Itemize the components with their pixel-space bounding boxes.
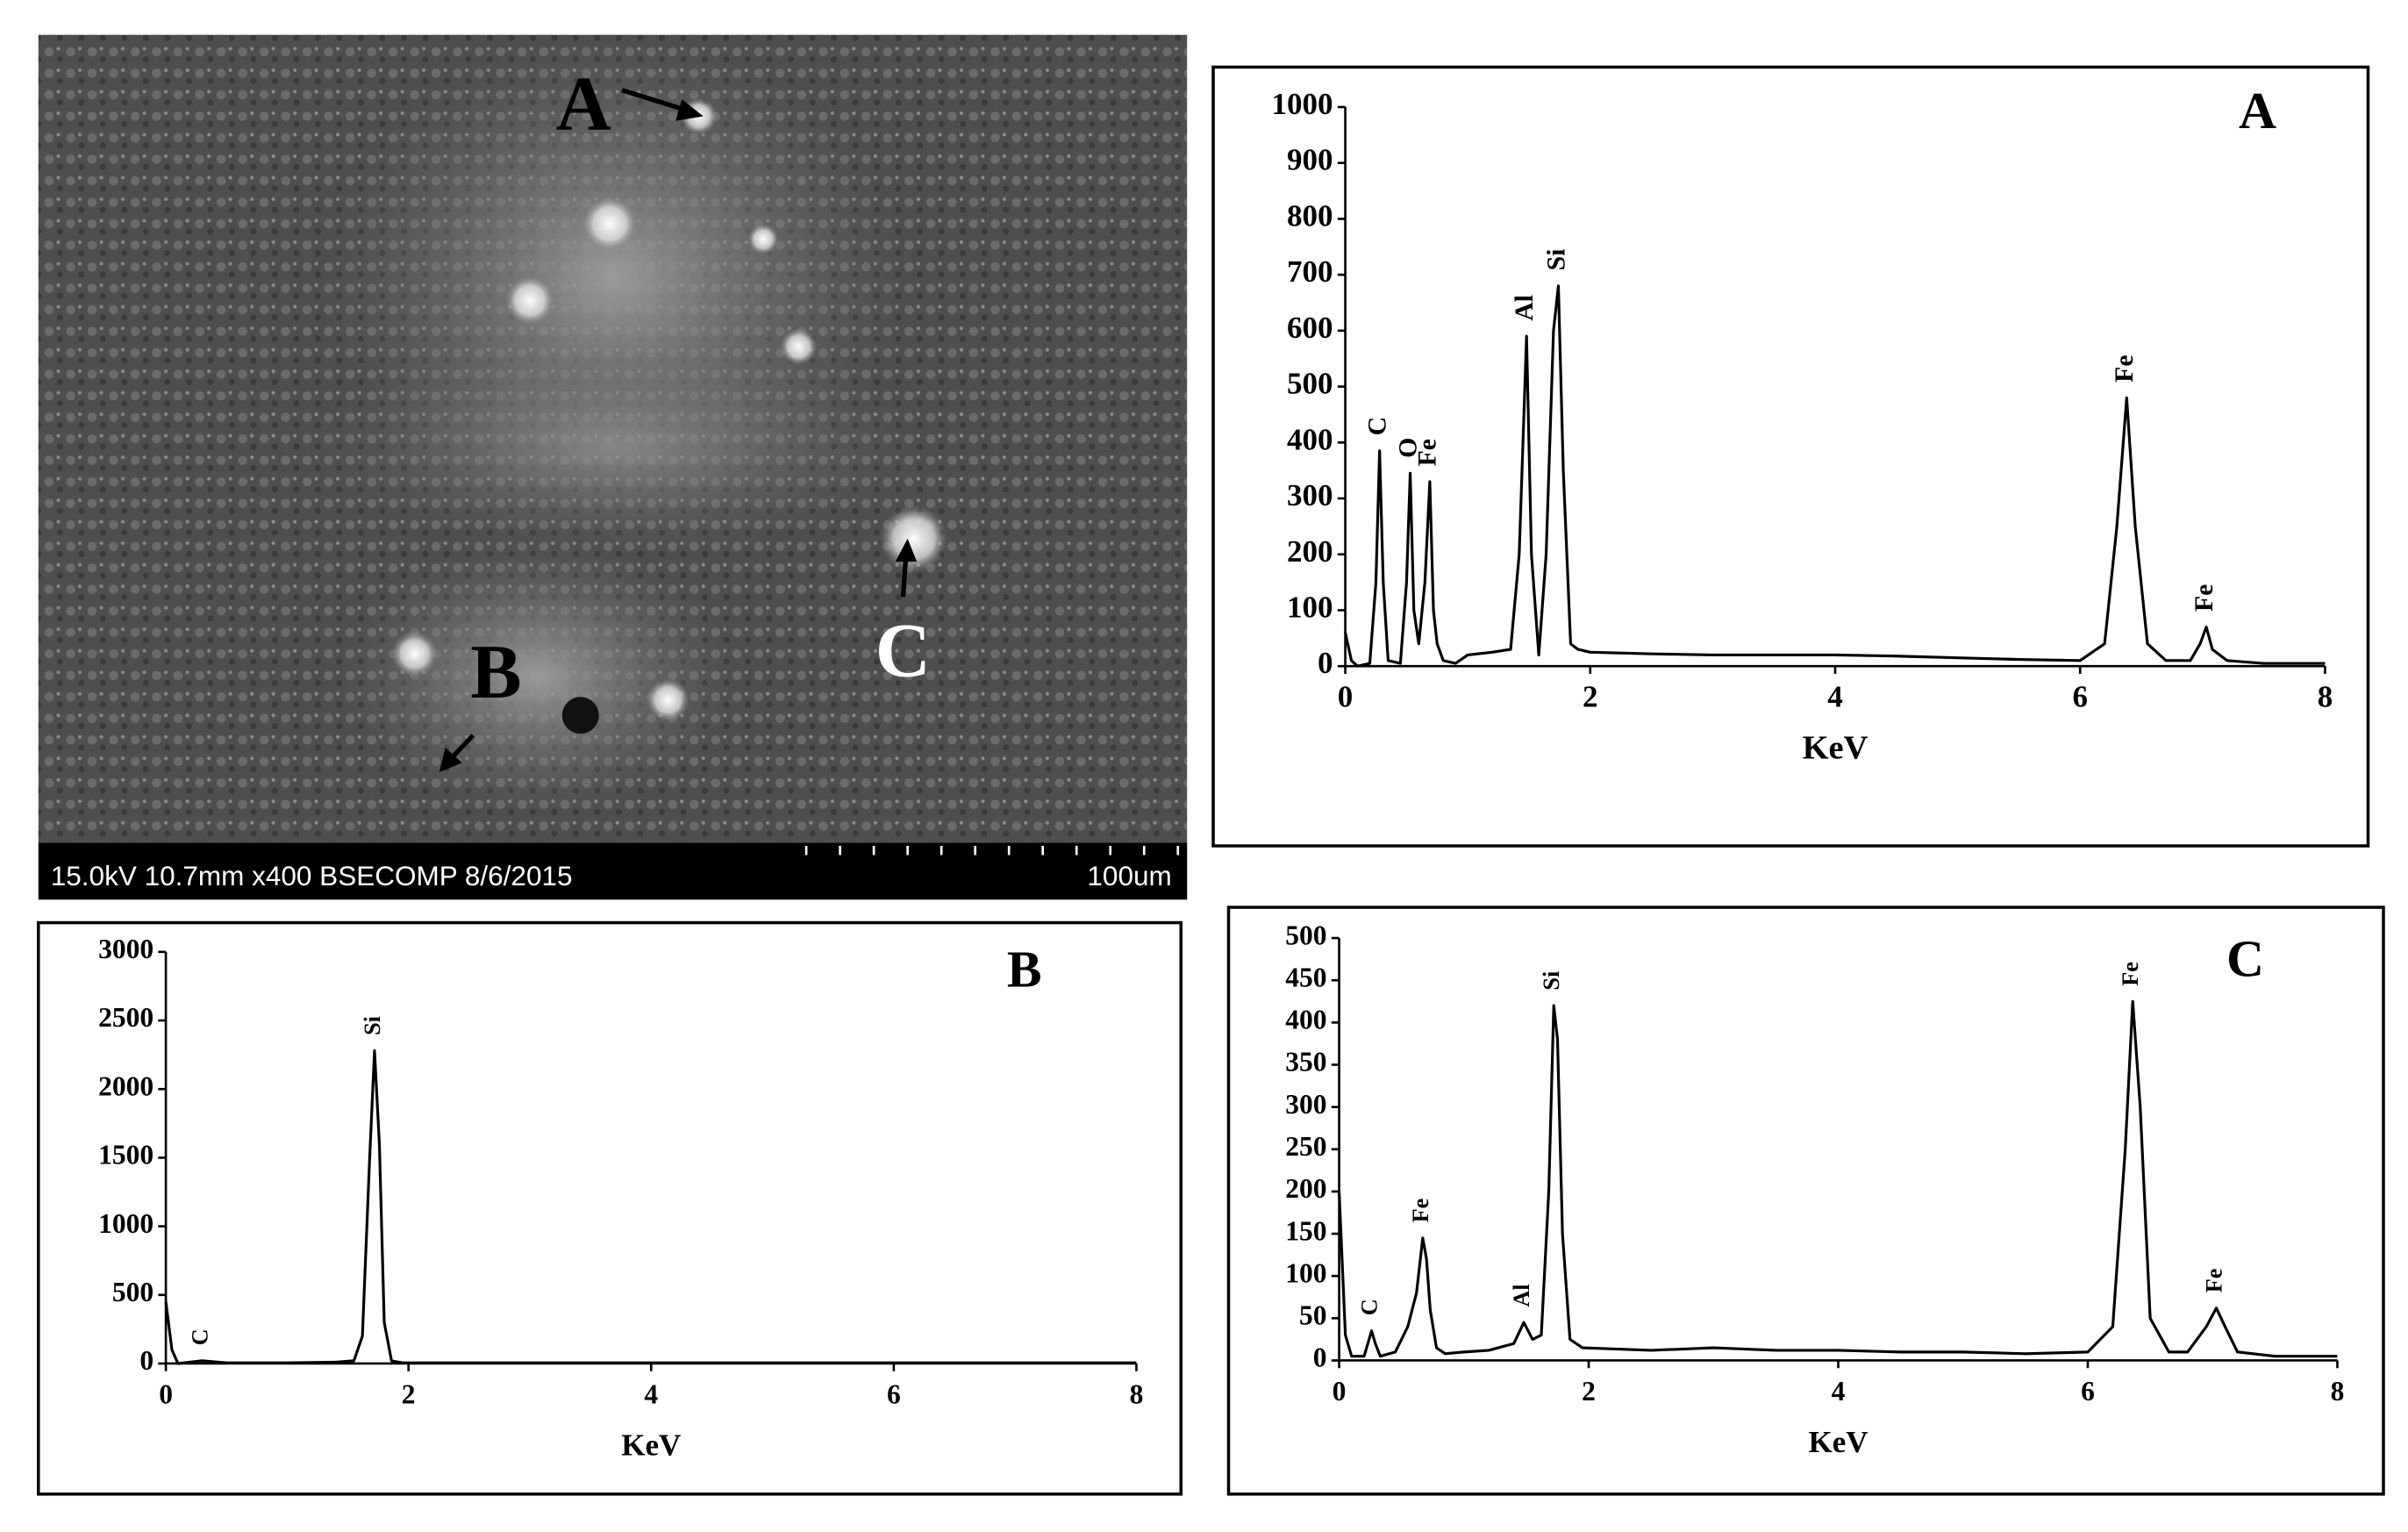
particle <box>307 339 922 555</box>
bright-spot <box>391 630 438 677</box>
x-tick-label: 0 <box>1333 1376 1347 1407</box>
x-tick-label: 4 <box>644 1379 658 1410</box>
x-tick-label: 4 <box>1832 1376 1846 1407</box>
peak-label: Al <box>1510 295 1539 321</box>
y-tick-label: 400 <box>1285 1005 1326 1035</box>
x-tick-label: 2 <box>1583 680 1598 714</box>
info-bar <box>38 842 1188 900</box>
y-tick-label: 1000 <box>98 1208 154 1239</box>
peak-label: Si <box>360 1016 385 1035</box>
peak-label: Fe <box>2110 354 2139 382</box>
y-tick-label: 200 <box>1287 534 1333 569</box>
x-tick-label: 8 <box>1130 1379 1144 1410</box>
y-tick-label: 100 <box>1285 1257 1326 1288</box>
peak-label: Fe <box>2202 1269 2227 1293</box>
y-tick-label: 1500 <box>98 1140 154 1170</box>
point-label: B <box>470 629 521 714</box>
y-tick-label: 300 <box>1285 1089 1326 1120</box>
arrow-head <box>895 538 918 562</box>
arrow-head <box>675 99 704 121</box>
micrograph: A B C 15.0kV 10.7mm x400 BSECOMP 8/6/201… <box>38 32 1188 900</box>
y-tick-label: 450 <box>1285 962 1326 992</box>
x-tick-label: 2 <box>402 1379 416 1410</box>
x-tick-label: 4 <box>1827 680 1843 714</box>
bright-spot <box>780 328 818 366</box>
panel-frame <box>1211 65 2370 848</box>
dark-pore <box>561 697 599 734</box>
spectrum-line <box>1337 999 2338 1358</box>
y-tick-label: 500 <box>1285 920 1326 950</box>
scale-ticks <box>804 846 1180 855</box>
y-tick-label: 500 <box>1287 367 1333 401</box>
peak-label: Fe <box>2118 962 2143 986</box>
y-tick-label: 200 <box>1285 1173 1326 1204</box>
y-tick-label: 800 <box>1287 198 1333 233</box>
y-tick-label: 150 <box>1285 1215 1326 1246</box>
y-tick-label: 0 <box>1318 646 1333 680</box>
peak-label: Al <box>1509 1284 1534 1306</box>
panel-label: A <box>2239 82 2276 140</box>
peak-label: Fe <box>1413 439 1442 466</box>
y-tick-label: 100 <box>1287 591 1333 625</box>
spectrum-line <box>1344 284 2326 668</box>
y-tick-label: 700 <box>1287 254 1333 289</box>
peak-label: O <box>1393 438 1422 458</box>
panel-frame <box>1226 906 2385 1496</box>
panel-frame <box>37 920 1183 1496</box>
y-tick-label: 900 <box>1287 143 1333 177</box>
y-tick-label: 1000 <box>1272 87 1333 121</box>
peak-label: Si <box>1541 249 1570 271</box>
y-tick-label: 0 <box>139 1345 154 1376</box>
x-tick-label: 8 <box>2318 680 2333 714</box>
y-tick-label: 250 <box>1285 1131 1326 1162</box>
y-tick-label: 500 <box>112 1277 154 1307</box>
x-tick-label: 6 <box>887 1379 901 1410</box>
peak-label: C <box>1357 1299 1383 1315</box>
arrow-head <box>439 747 462 773</box>
spectrum-chart: 0 100 200 300 400 500 600 700 800 900 1000 0 2 4 6 8 KeV… <box>1211 65 2370 848</box>
bright-spot <box>504 276 554 326</box>
y-tick-label: 3000 <box>98 934 154 964</box>
peak-label: Si <box>1539 971 1564 991</box>
peak-label: Fe <box>1408 1199 1433 1223</box>
y-tick-label: 300 <box>1287 478 1333 512</box>
y-tick-label: 0 <box>1313 1342 1327 1373</box>
bright-spot <box>647 678 690 722</box>
y-tick-label: 2000 <box>98 1070 154 1101</box>
panel-label: B <box>1007 941 1042 999</box>
spectrum-chart: 0 50 100 150 200 250 300 350 400 450 500 0 2 4 6 8 KeV C C… <box>1226 906 2385 1496</box>
particle <box>338 538 738 816</box>
x-tick-label: 2 <box>1582 1376 1596 1407</box>
peak-label: C <box>188 1328 213 1345</box>
x-tick-label: 8 <box>2331 1376 2345 1407</box>
panel-label: C <box>2226 929 2264 987</box>
y-tick-label: 350 <box>1285 1047 1326 1077</box>
y-tick-label: 2500 <box>98 1002 154 1033</box>
peak-label: C <box>1362 417 1391 436</box>
x-tick-label: 0 <box>1338 680 1354 714</box>
y-tick-label: 50 <box>1299 1300 1327 1331</box>
x-axis-label: KeV <box>621 1428 681 1462</box>
x-axis-label: KeV <box>1808 1425 1868 1459</box>
peak-label: Fe <box>2190 584 2219 612</box>
bright-spot <box>582 196 638 252</box>
bright-spot <box>880 505 948 573</box>
x-axis-label: KeV <box>1803 729 1869 766</box>
x-tick-label: 0 <box>159 1379 173 1410</box>
point-label: A <box>556 61 611 146</box>
y-tick-label: 600 <box>1287 311 1333 345</box>
point-label: C <box>875 608 931 693</box>
info-text: 15.0kV 10.7mm x400 BSECOMP 8/6/2015 <box>51 860 573 891</box>
x-tick-label: 6 <box>2072 680 2088 714</box>
bright-spot <box>747 224 779 255</box>
scale-text: 100um <box>1087 860 1171 891</box>
x-tick-label: 6 <box>2081 1376 2095 1407</box>
spectrum-line <box>164 1049 1137 1365</box>
spectrum-chart: 0 500 1000 1500 2000 2500 3000 0 2 4 6 8 KeV B C Si <box>37 920 1183 1496</box>
y-tick-label: 400 <box>1287 422 1333 456</box>
